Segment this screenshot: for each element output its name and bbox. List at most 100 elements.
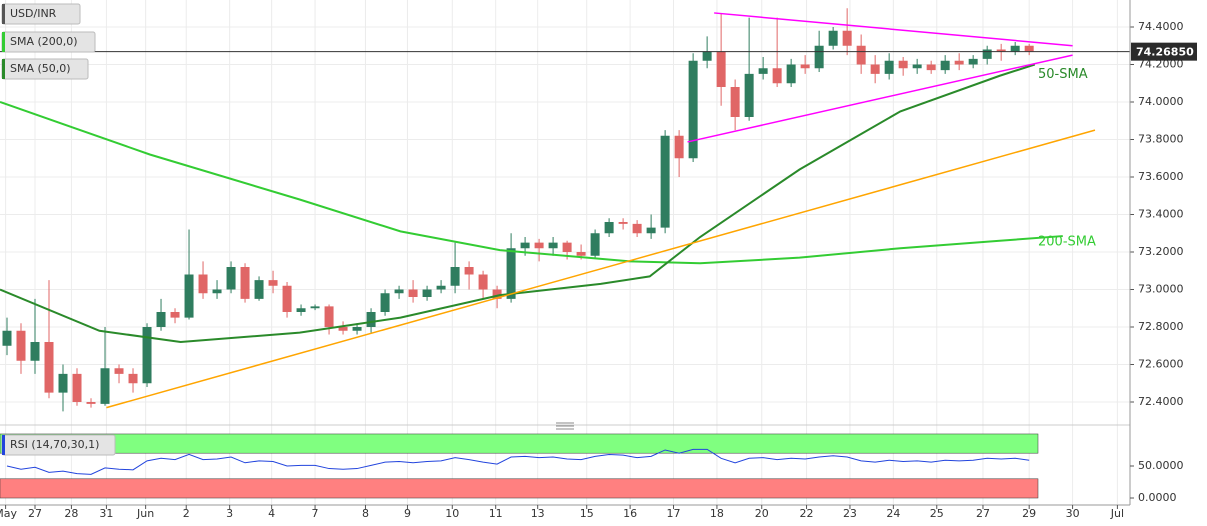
- candle-body: [450, 267, 460, 286]
- candle-body: [716, 51, 726, 87]
- candle-body: [968, 58, 978, 65]
- candle-body: [1024, 45, 1034, 52]
- candle-body: [604, 222, 614, 234]
- candle-body: [548, 242, 558, 249]
- x-tick-label: 20: [755, 507, 769, 520]
- candle-body: [58, 373, 68, 393]
- legend-entry[interactable]: SMA (200,0): [10, 35, 78, 48]
- candle-body: [842, 30, 852, 46]
- x-tick-label: 29: [1022, 507, 1036, 520]
- candle-body: [408, 289, 418, 297]
- x-tick-label: 4: [268, 507, 275, 520]
- y-tick-label: 74.2000: [1138, 58, 1184, 71]
- candle-body: [352, 327, 362, 331]
- x-tick-label: 27: [976, 507, 990, 520]
- candle-body: [100, 368, 110, 404]
- candle-body: [16, 330, 26, 361]
- candle-body: [520, 242, 530, 249]
- candle-body: [114, 368, 124, 374]
- candle-body: [422, 289, 432, 297]
- rsi-band: [0, 478, 1039, 499]
- candle-body: [506, 248, 516, 299]
- candle-body: [646, 227, 656, 234]
- x-tick-label: 10: [445, 507, 459, 520]
- candle-body: [366, 312, 376, 327]
- candle-body: [618, 222, 628, 224]
- y-tick-label: 0.0000: [1138, 491, 1177, 504]
- x-tick-label: 22: [800, 507, 814, 520]
- candle-body: [310, 306, 320, 309]
- candle-body: [702, 51, 712, 61]
- x-tick-label: 28: [64, 507, 78, 520]
- candle-body: [912, 64, 922, 69]
- candle-body: [380, 293, 390, 312]
- candle-body: [590, 233, 600, 256]
- candle-body: [870, 64, 880, 74]
- legend-entry-swatch: [2, 59, 5, 79]
- candle-body: [758, 68, 768, 74]
- x-tick-label: 31: [99, 507, 113, 520]
- candle-body: [674, 135, 684, 159]
- rsi-legend-swatch: [2, 435, 5, 455]
- candle-body: [30, 342, 40, 361]
- rsi-line: [6, 448, 1030, 475]
- legend-title[interactable]: USD/INR: [10, 7, 57, 20]
- candle-body: [1010, 45, 1020, 52]
- legend-entry-swatch: [2, 32, 5, 52]
- candle-body: [884, 60, 894, 74]
- y-tick-label: 72.6000: [1138, 358, 1184, 371]
- candle-body: [436, 285, 446, 290]
- candle-body: [954, 60, 964, 65]
- candle-body: [86, 402, 96, 404]
- candle-body: [128, 373, 138, 384]
- candle-body: [478, 274, 488, 290]
- x-tick-label: 11: [489, 507, 503, 520]
- y-tick-label: 72.4000: [1138, 395, 1184, 408]
- candle-body: [814, 45, 824, 69]
- x-tick-label: 18: [710, 507, 724, 520]
- x-tick-label: May: [0, 507, 17, 520]
- candle-body: [828, 30, 838, 46]
- candle-body: [744, 73, 754, 117]
- x-tick-label: 9: [404, 507, 411, 520]
- candle-body: [184, 274, 194, 318]
- candle-body: [982, 49, 992, 59]
- candle-body: [786, 64, 796, 84]
- y-tick-label: 72.8000: [1138, 320, 1184, 333]
- y-tick-label: 74.4000: [1138, 20, 1184, 33]
- sma-annotation: 200-SMA: [1038, 235, 1096, 250]
- y-tick-label: 73.4000: [1138, 208, 1184, 221]
- candle-body: [72, 373, 82, 402]
- candle-body: [576, 252, 586, 256]
- candle-body: [198, 274, 208, 294]
- y-tick-label: 73.8000: [1138, 133, 1184, 146]
- sma-line: [0, 63, 1036, 344]
- candle-body: [156, 312, 166, 327]
- rsi-title[interactable]: RSI (14,70,30,1): [10, 438, 99, 451]
- y-tick-label: 73.0000: [1138, 283, 1184, 296]
- legend-entry[interactable]: SMA (50,0): [10, 62, 71, 75]
- candle-body: [282, 285, 292, 312]
- candle-body: [660, 135, 670, 228]
- x-tick-label: 24: [886, 507, 900, 520]
- candle-body: [492, 289, 502, 299]
- candle-body: [142, 327, 152, 384]
- candle-body: [800, 64, 810, 69]
- candle-body: [44, 342, 54, 393]
- x-tick-label: 7: [312, 507, 319, 520]
- candle-body: [772, 68, 782, 84]
- candle-body: [254, 280, 264, 299]
- y-tick-label: 73.6000: [1138, 170, 1184, 183]
- x-tick-label: 30: [1066, 507, 1080, 520]
- candle-body: [296, 308, 306, 312]
- candle-body: [562, 242, 572, 252]
- y-tick-label: 50.0000: [1138, 459, 1184, 472]
- x-tick-label: 8: [362, 507, 369, 520]
- candle-body: [730, 87, 740, 117]
- candle-body: [324, 306, 334, 327]
- candle-body: [898, 60, 908, 69]
- x-tick-label: 27: [28, 507, 42, 520]
- candle-body: [632, 223, 642, 234]
